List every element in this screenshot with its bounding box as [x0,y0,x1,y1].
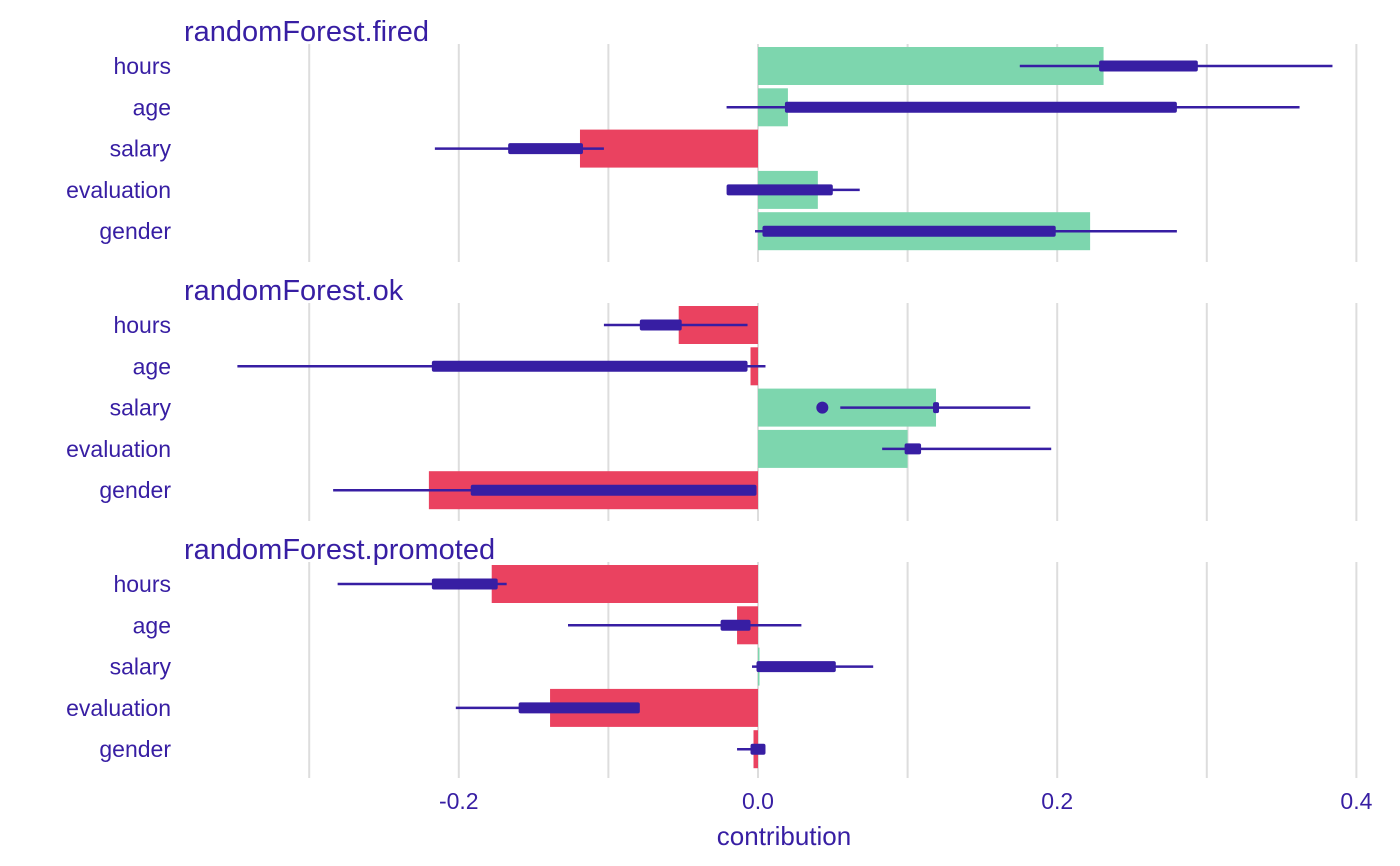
contribution-bar-hours [491,565,758,603]
panel-2: randomForest.ok hours age salary evaluation g… [66,275,1052,510]
x-tick-label: -0.2 [439,788,479,814]
contribution-bar-salary [579,129,758,168]
variable-label-salary: salary [110,654,172,680]
panel-title: randomForest.ok [184,275,404,307]
variable-label-age: age [133,612,171,638]
x-axis: -0.2 0.0 0.2 0.4 [439,788,1373,814]
interval-box-gender [750,743,766,755]
panel-1: randomForest.fired hours age salary evaluati… [66,16,1333,251]
variable-label-age: age [133,353,171,379]
interval-box-age [431,360,748,372]
variable-label-gender: gender [99,218,171,244]
outlier-point-salary [816,401,829,414]
variable-label-hours: hours [113,312,171,338]
panel-title: randomForest.fired [184,16,429,48]
panel-3: randomForest.promoted hours age salary evalu… [66,534,874,769]
interval-box-salary [508,143,583,155]
variable-label-gender: gender [99,477,171,503]
panel-title: randomForest.promoted [184,534,495,566]
variable-label-salary: salary [110,136,172,162]
interval-box-evaluation [726,184,833,196]
variable-label-salary: salary [110,395,172,421]
x-tick-label: 0.0 [742,788,774,814]
interval-box-gender [470,484,757,496]
interval-box-hours [639,319,682,331]
panels-layer: randomForest.fired hours age salary evaluati… [66,16,1333,769]
variable-label-evaluation: evaluation [66,436,171,462]
variable-label-gender: gender [99,736,171,762]
interval-box-evaluation [904,443,922,455]
variable-label-age: age [133,94,171,120]
interval-box-evaluation [518,702,640,714]
interval-box-salary [756,661,836,673]
x-tick-label: 0.4 [1340,788,1372,814]
interval-box-gender [762,225,1056,237]
x-tick-label: 0.2 [1041,788,1073,814]
variable-label-evaluation: evaluation [66,695,171,721]
variable-label-hours: hours [113,571,171,597]
interval-box-hours [1099,60,1198,72]
interval-box-age [720,619,751,631]
variable-label-evaluation: evaluation [66,177,171,203]
variable-label-hours: hours [113,53,171,79]
interval-box-salary [933,402,940,414]
interval-box-hours [431,578,498,590]
interval-box-age [784,101,1177,113]
x-axis-title: contribution [717,821,851,851]
